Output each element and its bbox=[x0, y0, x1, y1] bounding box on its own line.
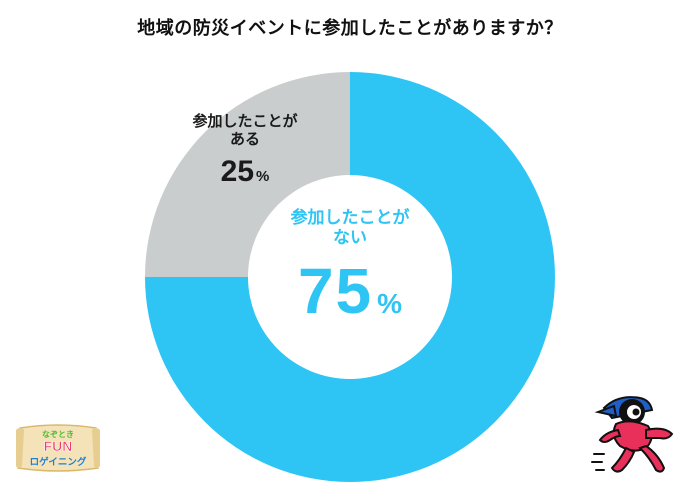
donut-slice-aru bbox=[145, 72, 350, 277]
logo-line1: なぞとき bbox=[42, 430, 74, 439]
logo-line3: ロゲイニング bbox=[30, 456, 87, 468]
logo-line2: FUN bbox=[44, 438, 73, 454]
chart-title: 地域の防災イベントに参加したことがありますか？ bbox=[137, 18, 563, 39]
slice-value-aru-unit: % bbox=[256, 168, 270, 185]
slice-value-aru: 25% bbox=[175, 154, 315, 190]
slice-value-nai-number: 75 bbox=[297, 254, 374, 327]
slice-label-nai-line1: 参加したことが bbox=[290, 208, 410, 228]
slice-label-aru: 参加したことが ある 25% bbox=[175, 112, 315, 190]
slice-label-aru-line2: ある bbox=[229, 130, 260, 148]
slice-label-nai-line2: ない bbox=[333, 228, 367, 249]
slice-label-aru-line1: 参加したことが bbox=[192, 112, 298, 130]
nazotoki-fun-rogaining-logo: なぞとき FUN ロゲイニング bbox=[16, 424, 100, 472]
slice-value-aru-number: 25 bbox=[220, 155, 255, 188]
running-mascot-icon bbox=[591, 396, 674, 473]
donut-slice-nai bbox=[145, 72, 555, 482]
slice-value-nai: 75% bbox=[240, 253, 460, 330]
slice-value-nai-unit: % bbox=[377, 287, 403, 319]
slice-label-nai: 参加したことが ない 75% bbox=[240, 208, 460, 330]
